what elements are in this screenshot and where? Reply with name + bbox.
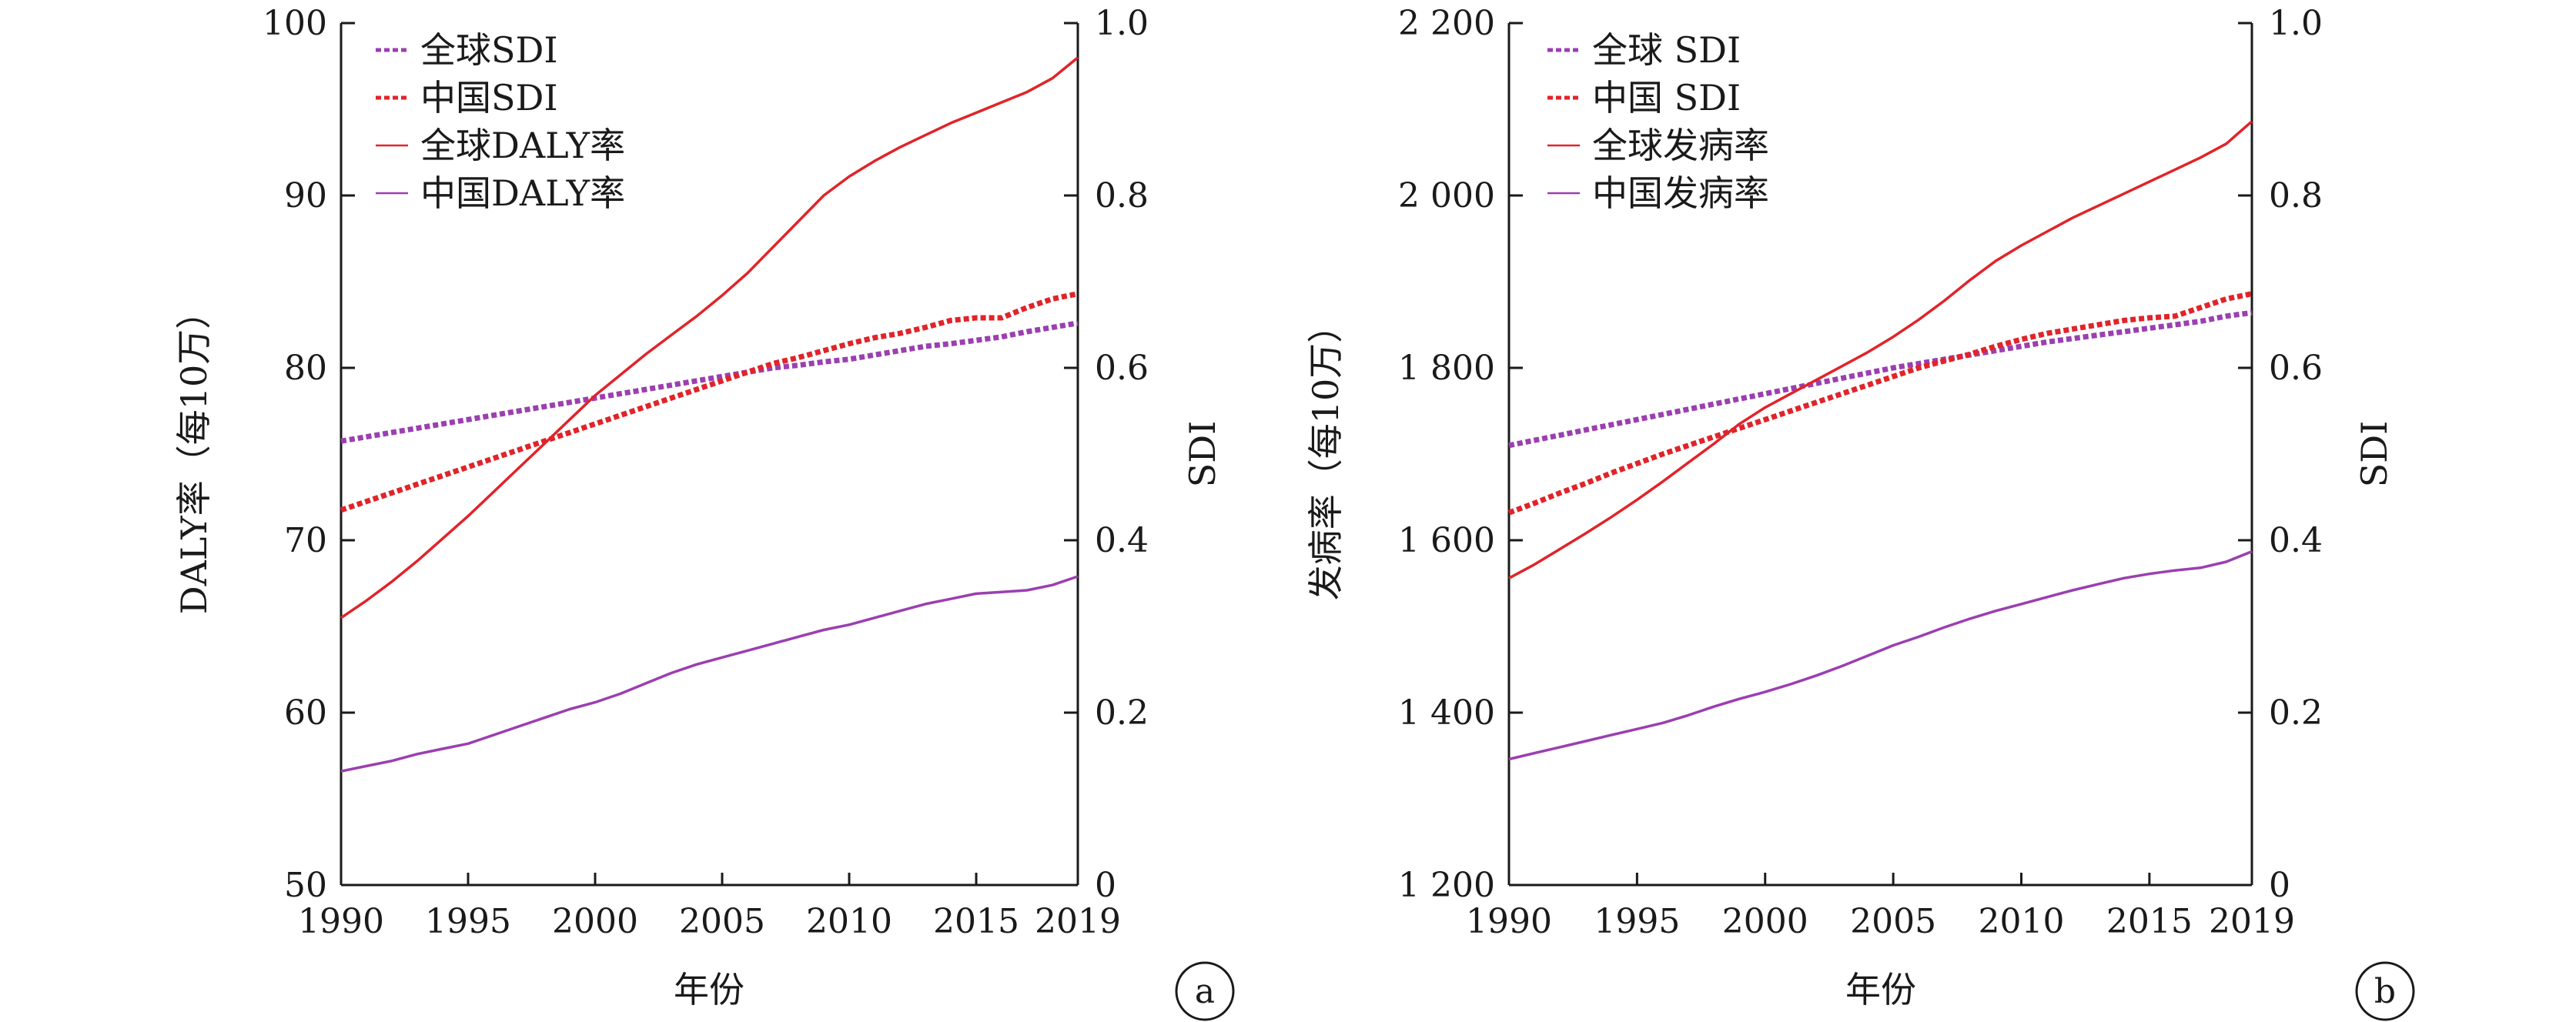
panel-b-right-tick-label: 0.8 [2269, 176, 2323, 215]
panel-a-x-tick-label: 1990 [298, 902, 384, 941]
panel-a-left-ticks: 50 60 70 80 90 100 [263, 4, 355, 905]
panel-a-left-tick-label: 90 [284, 176, 327, 215]
panel-a-right-tick-label: 0 [1095, 866, 1116, 905]
panel-b-x-tick-label: 2005 [1850, 902, 1936, 941]
panel-a-x-tick-label: 1995 [425, 902, 511, 941]
panel-b-right-tick-label: 1.0 [2269, 4, 2323, 43]
panel-a-badge-circle [1175, 961, 1235, 1021]
panel-b-x-tick-label: 1995 [1594, 902, 1680, 941]
panel-a-series-line-3 [340, 56, 1079, 620]
panel-b-x-ticks: 1990 1995 2000 2005 2010 2015 2019 [1466, 873, 2295, 941]
panel-b-x-tick-label: 2000 [1722, 902, 1808, 941]
panel-b-legend-label: 全球 SDI [1592, 29, 1741, 71]
panel-b-letter: b [2374, 972, 2396, 1011]
panel-a-right-tick-label: 0.8 [1095, 176, 1149, 215]
panel-b-letter-badge: b [2355, 961, 2415, 1021]
panel-a-left-tick-label: 60 [284, 693, 327, 733]
panel-b-x-axis-label: 年份 [1845, 969, 1916, 1010]
panel-b-legend-label: 中国发病率 [1592, 172, 1769, 214]
panel-b-left-tick-label: 1 400 [1398, 693, 1495, 733]
panel-a-right-tick-label: 1.0 [1095, 4, 1149, 43]
panel-a-series-line-4 [340, 575, 1079, 773]
panel-b-series [1507, 120, 2253, 761]
panel-b-right-tick-label: 0.6 [2269, 349, 2323, 388]
panel-a-x-axis-label: 年份 [674, 969, 744, 1010]
panel-a-x-tick-label: 2000 [552, 902, 638, 941]
panel-a-y-axis-label: DALY率（每10万） [173, 294, 215, 615]
panel-a-right-axis-label: SDI [1182, 421, 1223, 488]
panel-a-series-line-1 [340, 320, 1079, 444]
panel-a-right-tick-label: 0.6 [1095, 349, 1149, 388]
panel-b-right-tick-label: 0.4 [2269, 521, 2323, 560]
panel-b-right-ticks: 0 0.2 0.4 0.6 0.8 1.0 [2238, 4, 2323, 905]
panel-a-x-ticks: 1990 1995 2000 2005 2010 2015 2019 [298, 873, 1121, 941]
panel-a-left-tick-label: 50 [284, 866, 327, 905]
panel-b-left-tick-label: 2 000 [1398, 176, 1495, 215]
panel-b-left-tick-label: 1 800 [1398, 349, 1495, 388]
panel-a-series [340, 56, 1079, 773]
panel-a-series-line-2 [340, 291, 1079, 513]
panel-b-x-tick-label: 2015 [2106, 902, 2193, 941]
panel-b-series-line-4 [1508, 549, 2253, 761]
panel-b-left-tick-label: 2 200 [1398, 4, 1495, 43]
panel-a-legend-label: 中国SDI [420, 77, 558, 119]
panel-b-series-line-1 [1508, 309, 2253, 449]
panel-a-legend-label: 全球DALY率 [420, 125, 625, 166]
panel-b-left-tick-label: 1 200 [1398, 866, 1495, 905]
panel-b-left-ticks: 1 200 1 400 1 600 1 800 2 000 2 200 [1398, 4, 1523, 905]
panel-b-right-tick-label: 0 [2269, 866, 2290, 905]
panel-b-chart: 1 200 1 400 1 600 1 800 2 000 2 200 0 0.2 0.4 0.… [1305, 4, 2415, 1021]
panel-b-right-axis-label: SDI [2354, 421, 2395, 488]
panel-a-x-tick-label: 2010 [806, 902, 892, 941]
panel-a-legend-label: 中国DALY率 [420, 172, 625, 214]
panel-a-right-ticks: 0 0.2 0.4 0.6 0.8 1.0 [1064, 4, 1149, 905]
panel-b-legend-label: 全球发病率 [1592, 125, 1769, 166]
panel-a-left-tick-label: 70 [284, 521, 327, 560]
panel-a-letter: a [1195, 972, 1215, 1011]
panel-a-chart: 50 60 70 80 90 100 0 0.2 0.4 0.6 0.8 1.0 1990 1995 2… [173, 4, 1235, 1021]
panel-b-y-axis-label: 发病率（每10万） [1305, 308, 1347, 601]
panel-a-x-tick-label: 2019 [1035, 902, 1121, 941]
panel-b-badge-circle [2355, 961, 2415, 1021]
panel-a-right-tick-label: 0.2 [1095, 693, 1149, 733]
panel-b-x-tick-label: 2010 [1979, 902, 2065, 941]
panel-a-letter-badge: a [1175, 961, 1235, 1021]
panel-a-legend-label: 全球SDI [420, 29, 558, 71]
panel-a-right-tick-label: 0.4 [1095, 521, 1149, 560]
panel-a-x-tick-label: 2005 [679, 902, 765, 941]
panel-b-series-line-2 [1507, 291, 2253, 516]
panel-a-x-tick-label: 2015 [933, 902, 1019, 941]
panel-b-left-tick-label: 1 600 [1398, 521, 1495, 560]
panel-a-left-tick-label: 100 [263, 4, 327, 43]
panel-b-legend-label: 中国 SDI [1592, 77, 1741, 119]
panel-b-x-tick-label: 1990 [1466, 902, 1552, 941]
panel-a-left-tick-label: 80 [284, 349, 327, 388]
panel-b-right-tick-label: 0.2 [2269, 693, 2323, 733]
panel-b-x-tick-label: 2019 [2209, 902, 2295, 941]
panel-b-series-line-3 [1508, 120, 2253, 579]
